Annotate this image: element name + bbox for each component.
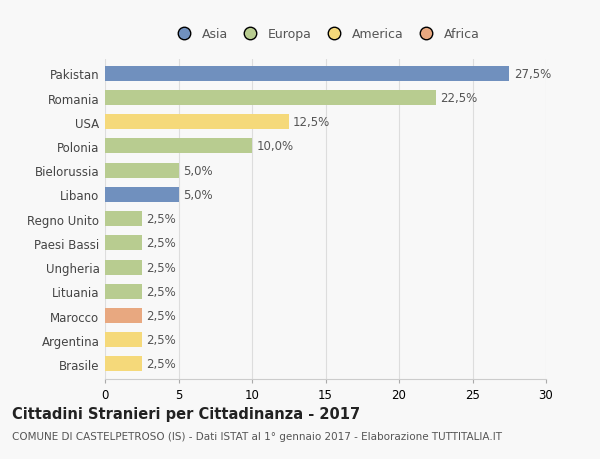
Legend: Asia, Europa, America, Africa: Asia, Europa, America, Africa xyxy=(168,24,483,45)
Text: 2,5%: 2,5% xyxy=(146,237,176,250)
Bar xyxy=(105,163,179,179)
Text: 2,5%: 2,5% xyxy=(146,285,176,298)
Bar xyxy=(105,139,252,154)
Bar xyxy=(105,284,142,299)
Bar xyxy=(105,212,142,227)
Bar xyxy=(105,308,142,323)
Bar xyxy=(105,357,142,372)
Text: 2,5%: 2,5% xyxy=(146,309,176,322)
Text: Cittadini Stranieri per Cittadinanza - 2017: Cittadini Stranieri per Cittadinanza - 2… xyxy=(12,406,360,421)
Text: 2,5%: 2,5% xyxy=(146,334,176,347)
Text: 5,0%: 5,0% xyxy=(183,189,212,202)
Bar xyxy=(105,91,436,106)
Text: 5,0%: 5,0% xyxy=(183,164,212,177)
Bar xyxy=(105,236,142,251)
Bar xyxy=(105,332,142,347)
Bar xyxy=(105,115,289,130)
Text: 22,5%: 22,5% xyxy=(440,92,478,105)
Bar xyxy=(105,67,509,82)
Bar xyxy=(105,260,142,275)
Text: 10,0%: 10,0% xyxy=(256,140,293,153)
Text: 12,5%: 12,5% xyxy=(293,116,331,129)
Bar xyxy=(105,188,179,202)
Text: 2,5%: 2,5% xyxy=(146,213,176,226)
Text: COMUNE DI CASTELPETROSO (IS) - Dati ISTAT al 1° gennaio 2017 - Elaborazione TUTT: COMUNE DI CASTELPETROSO (IS) - Dati ISTA… xyxy=(12,431,502,442)
Text: 27,5%: 27,5% xyxy=(514,67,551,81)
Text: 2,5%: 2,5% xyxy=(146,358,176,371)
Text: 2,5%: 2,5% xyxy=(146,261,176,274)
